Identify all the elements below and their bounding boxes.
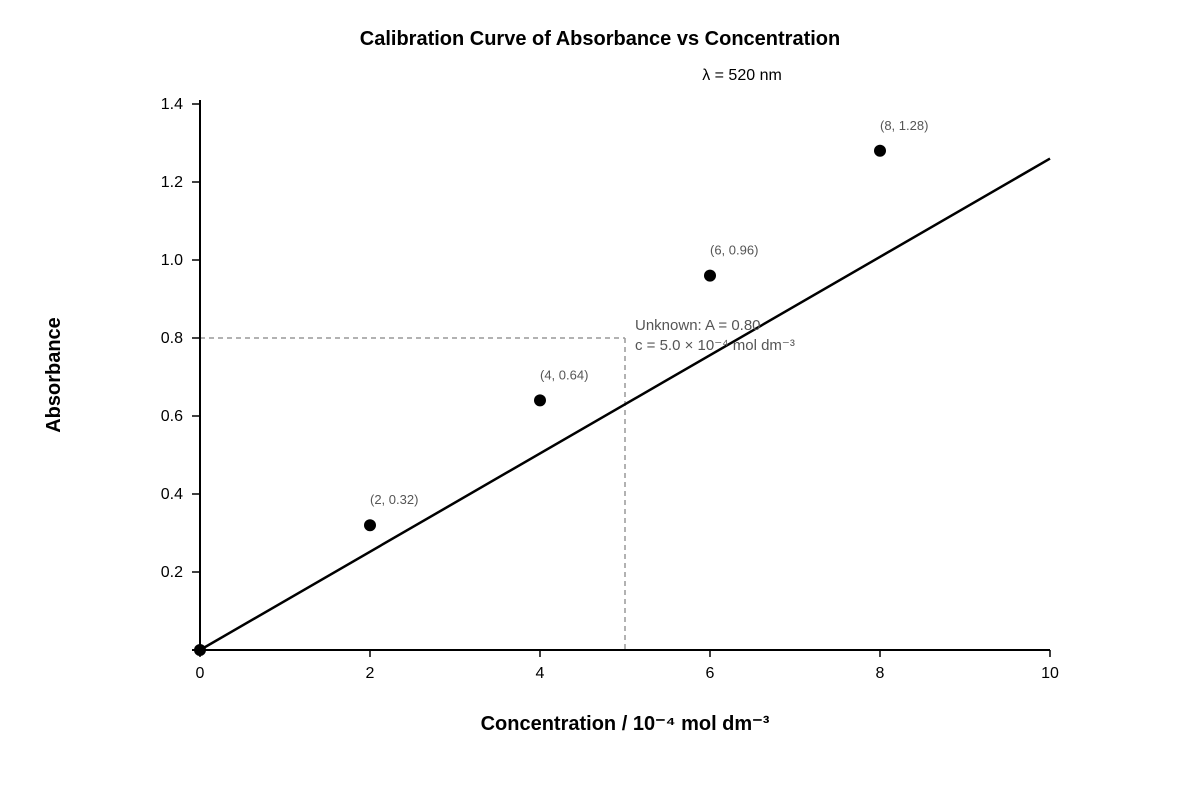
chart-title: Calibration Curve of Absorbance vs Conce…: [360, 28, 840, 50]
y-tick-label: 0.6: [161, 408, 183, 425]
x-tick-label: 0: [196, 665, 205, 682]
y-tick-label: 0.2: [161, 564, 183, 581]
data-point: [874, 144, 886, 157]
x-tick-label: 2: [366, 665, 375, 682]
annotations: Unknown: A = 0.80 c = 5.0 × 10⁻⁴ mol dm⁻³: [635, 317, 795, 354]
x-axis-label: Concentration / 10⁻⁴ mol dm⁻³: [481, 713, 770, 735]
data-point-label: (6, 0.96): [710, 243, 758, 258]
y-tick-label: 1.4: [161, 96, 183, 113]
data-points: (2, 0.32) (4, 0.64) (6, 0.96) (8, 1.28): [194, 118, 928, 656]
y-axis-label: Absorbance: [43, 317, 65, 433]
y-tick-label: 1.2: [161, 174, 183, 191]
y-tick-label: 0.8: [161, 330, 183, 347]
chart-subtitle: λ = 520 nm: [702, 67, 782, 84]
data-point: [534, 394, 546, 407]
unknown-guides: [200, 337, 626, 650]
fit-line: [199, 157, 1051, 652]
x-tick-label: 8: [876, 665, 885, 682]
unknown-label-line1: Unknown: A = 0.80: [635, 317, 761, 334]
y-tick-label: 0.4: [161, 486, 183, 503]
data-point: [704, 269, 716, 282]
data-point: [194, 644, 206, 656]
axes: 0 2 4 6 8 10 0.2 0.4 0.6 0.8 1.0 1.2 1.4: [161, 96, 1059, 682]
x-tick-label: 10: [1041, 665, 1059, 682]
x-tick-label: 6: [706, 665, 715, 682]
fit-line-group: [199, 157, 1051, 652]
x-tick-label: 4: [536, 665, 545, 682]
data-point-label: (2, 0.32): [370, 492, 418, 507]
data-point-label: (8, 1.28): [880, 118, 928, 133]
y-tick-label: 1.0: [161, 252, 183, 269]
data-point: [364, 519, 376, 532]
unknown-label-line2: c = 5.0 × 10⁻⁴ mol dm⁻³: [635, 337, 795, 354]
data-point-label: (4, 0.64): [540, 367, 588, 382]
